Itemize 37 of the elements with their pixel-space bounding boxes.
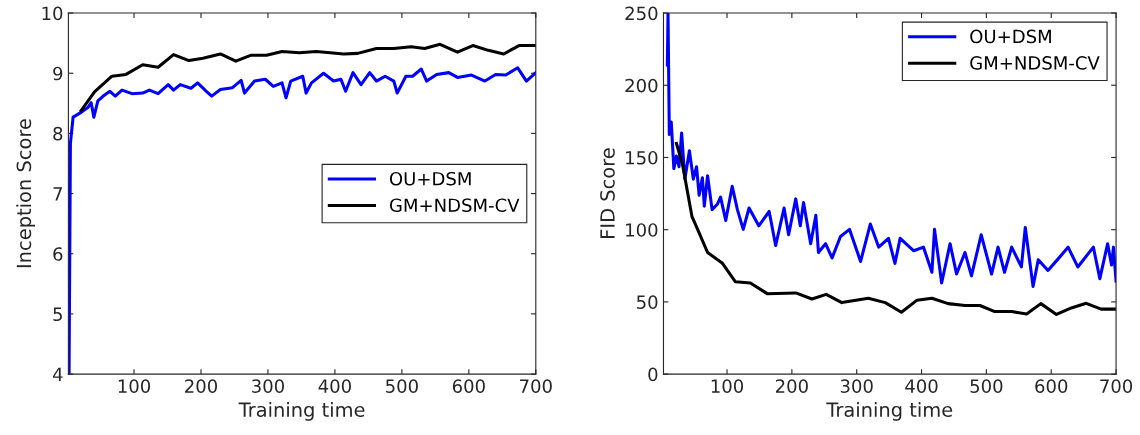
x-tick-label: 300 — [252, 379, 284, 393]
y-tick-label: 6 — [53, 247, 63, 261]
legend-label: GM+NDSM-CV — [389, 198, 520, 213]
y-tick-label: 100 — [626, 223, 658, 237]
y-axis-title: Inception Score — [16, 119, 36, 268]
y-tick-label: 10 — [42, 6, 63, 21]
y-axis-title: FID Score — [600, 148, 615, 238]
y-tick-label: 4 — [52, 367, 63, 381]
legend-label: GM+NDSM-CV — [970, 56, 1100, 70]
x-tick-label: 700 — [1100, 379, 1133, 393]
x-axis-title: Training time — [826, 401, 953, 421]
x-tick-label: 100 — [711, 379, 744, 393]
x-tick-label: 500 — [970, 379, 1003, 393]
y-tick-label: 250 — [625, 6, 658, 21]
x-tick-label: 600 — [1035, 379, 1068, 393]
x-tick-label: 100 — [118, 379, 151, 393]
line-series — [674, 141, 1117, 316]
y-tick-label: 150 — [626, 150, 658, 165]
x-tick-label: 400 — [318, 379, 351, 393]
x-tick-label: 400 — [905, 379, 938, 393]
x-tick-label: 500 — [386, 379, 418, 393]
y-tick-label: 5 — [53, 307, 62, 322]
line-series — [79, 42, 536, 113]
x-tick-label: 700 — [520, 379, 552, 393]
x-axis-title: Training time — [238, 401, 365, 421]
y-tick-label: 7 — [53, 187, 62, 201]
y-tick-label: 9 — [53, 66, 63, 81]
y-tick-label: 0 — [648, 367, 658, 382]
x-tick-label: 300 — [840, 379, 873, 393]
x-tick-label: 200 — [775, 379, 808, 393]
y-tick-label: 200 — [625, 78, 658, 93]
x-tick-label: 200 — [185, 379, 218, 393]
legend-label: OU+DSM — [970, 29, 1051, 44]
x-tick-label: 600 — [452, 379, 485, 393]
legend-label: OU+DSM — [389, 171, 471, 186]
y-tick-label: 50 — [637, 295, 658, 310]
y-tick-label: 8 — [53, 126, 63, 141]
